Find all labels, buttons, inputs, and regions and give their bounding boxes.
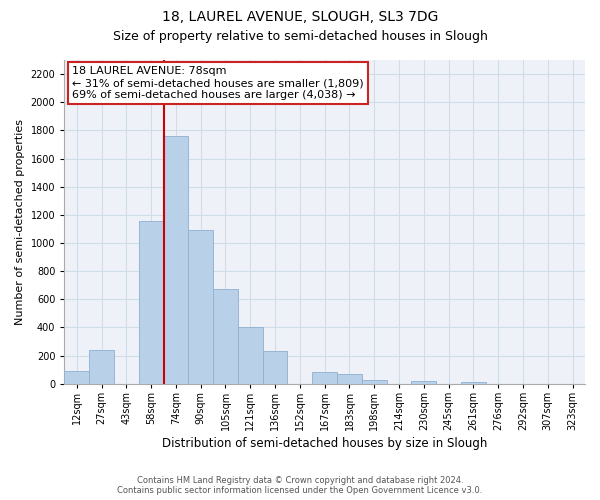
Text: Contains HM Land Registry data © Crown copyright and database right 2024.
Contai: Contains HM Land Registry data © Crown c… [118, 476, 482, 495]
Bar [312, 372, 337, 384]
Bar [213, 290, 238, 384]
Bar [412, 381, 436, 384]
Bar [461, 382, 486, 384]
Bar [362, 380, 386, 384]
Text: Size of property relative to semi-detached houses in Slough: Size of property relative to semi-detach… [113, 30, 487, 43]
Text: 18, LAUREL AVENUE, SLOUGH, SL3 7DG: 18, LAUREL AVENUE, SLOUGH, SL3 7DG [162, 10, 438, 24]
Bar [263, 352, 287, 384]
X-axis label: Distribution of semi-detached houses by size in Slough: Distribution of semi-detached houses by … [162, 437, 487, 450]
Bar [139, 221, 164, 384]
Bar [164, 136, 188, 384]
Bar [89, 350, 114, 384]
Bar [188, 230, 213, 384]
Bar [64, 371, 89, 384]
Bar [337, 374, 362, 384]
Bar [238, 328, 263, 384]
Text: 18 LAUREL AVENUE: 78sqm
← 31% of semi-detached houses are smaller (1,809)
69% of: 18 LAUREL AVENUE: 78sqm ← 31% of semi-de… [72, 66, 364, 100]
Y-axis label: Number of semi-detached properties: Number of semi-detached properties [15, 119, 25, 325]
